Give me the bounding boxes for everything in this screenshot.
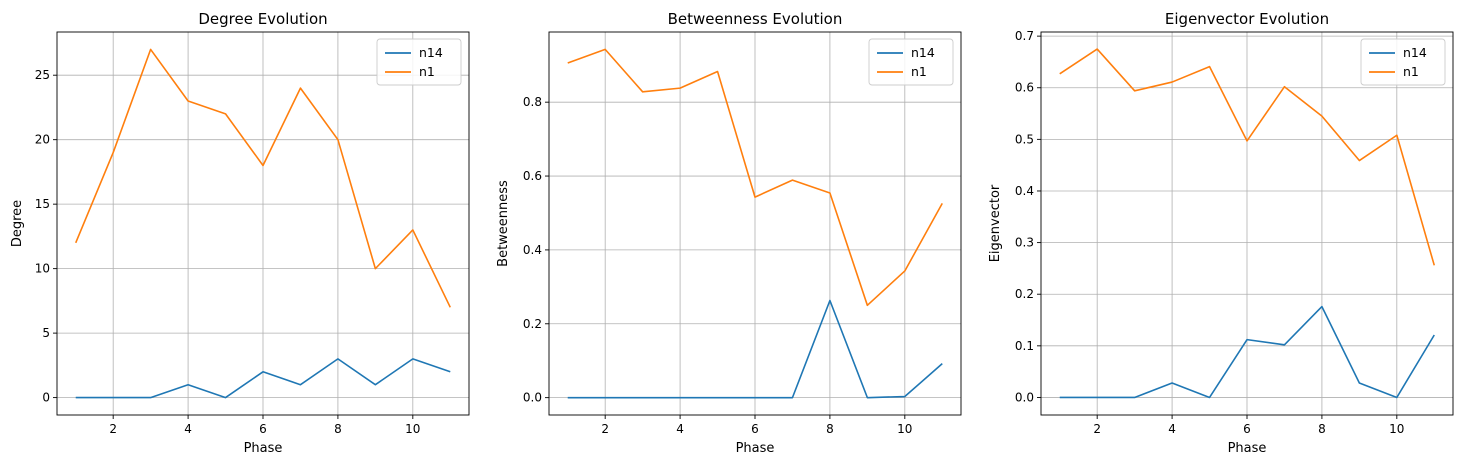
y-tick-label: 10 xyxy=(35,262,50,276)
x-axis-label: Phase xyxy=(736,441,775,456)
x-axis-label: Phase xyxy=(1228,441,1267,456)
series-line-n14 xyxy=(1059,305,1435,399)
legend-box xyxy=(868,38,954,86)
y-tick-label: 0.0 xyxy=(1015,390,1034,404)
series-line-n14 xyxy=(75,358,451,399)
legend-label-n1: n1 xyxy=(1403,64,1419,79)
y-tick-label: 15 xyxy=(35,197,50,211)
legend-label-n1: n1 xyxy=(911,64,927,79)
y-tick-label: 0 xyxy=(42,391,50,405)
series-line-n14 xyxy=(567,299,943,399)
x-tick-label: 6 xyxy=(751,422,759,436)
x-tick-label: 2 xyxy=(601,422,609,436)
chart-panel-2: 2 4 6 8 10 0.0 0.2 0.4 0.6 0.8 Betweenness Evoluti… xyxy=(496,10,962,456)
y-tick-label: 20 xyxy=(35,133,50,147)
x-tick-label: 8 xyxy=(1318,422,1326,436)
series-line-n1 xyxy=(74,48,451,308)
y-axis-label: Eigenvector xyxy=(988,184,1003,262)
x-tick-label: 4 xyxy=(676,422,684,436)
x-tick-label: 2 xyxy=(1093,422,1101,436)
x-tick-label: 10 xyxy=(1389,422,1404,436)
y-axis-label: Degree xyxy=(10,200,25,247)
chart-title: Eigenvector Evolution xyxy=(1165,10,1329,28)
chart-title: Degree Evolution xyxy=(198,10,327,28)
x-tick-label: 10 xyxy=(897,422,912,436)
x-tick-label: 4 xyxy=(184,422,192,436)
legend-label-n1: n1 xyxy=(419,64,435,79)
y-tick-label: 0.7 xyxy=(1015,29,1034,43)
y-tick-label: 0.2 xyxy=(1015,287,1034,301)
y-tick-label: 0.6 xyxy=(523,169,542,183)
y-tick-label: 0.6 xyxy=(1015,81,1034,95)
x-tick-label: 8 xyxy=(334,422,342,436)
legend-box xyxy=(1360,38,1446,86)
series-line-n1 xyxy=(567,48,943,307)
y-tick-label: 5 xyxy=(42,326,50,340)
y-tick-label: 0.5 xyxy=(1015,132,1034,146)
y-tick-label: 0.4 xyxy=(523,243,542,257)
chart-panel-3: 2 4 6 8 10 0.0 0.1 0.2 0.3 0.4 0.5 0.6 0.7 Eigenvecto… xyxy=(988,10,1454,456)
chart-panel-1: 2 4 6 8 10 0 5 10 15 20 25 Degree Evolution Phase Deg… xyxy=(10,10,470,456)
x-tick-label: 6 xyxy=(259,422,267,436)
legend-box xyxy=(376,38,462,86)
legend-label-n14: n14 xyxy=(419,45,443,60)
y-tick-label: 0.8 xyxy=(523,95,542,109)
x-tick-label: 6 xyxy=(1243,422,1251,436)
x-tick-label: 2 xyxy=(109,422,117,436)
legend-label-n14: n14 xyxy=(911,45,935,60)
y-tick-label: 0.0 xyxy=(523,391,542,405)
x-tick-label: 8 xyxy=(826,422,834,436)
series-line-n1 xyxy=(1059,48,1436,266)
y-tick-label: 0.3 xyxy=(1015,236,1034,250)
y-axis-label: Betweenness xyxy=(496,180,511,267)
y-tick-label: 0.2 xyxy=(523,317,542,331)
x-tick-label: 10 xyxy=(405,422,420,436)
y-tick-label: 25 xyxy=(35,68,50,82)
legend-label-n14: n14 xyxy=(1403,45,1427,60)
x-tick-label: 4 xyxy=(1168,422,1176,436)
chart-title: Betweenness Evolution xyxy=(668,10,843,28)
x-axis-label: Phase xyxy=(244,441,283,456)
y-tick-label: 0.4 xyxy=(1015,184,1034,198)
y-tick-label: 0.1 xyxy=(1015,339,1034,353)
